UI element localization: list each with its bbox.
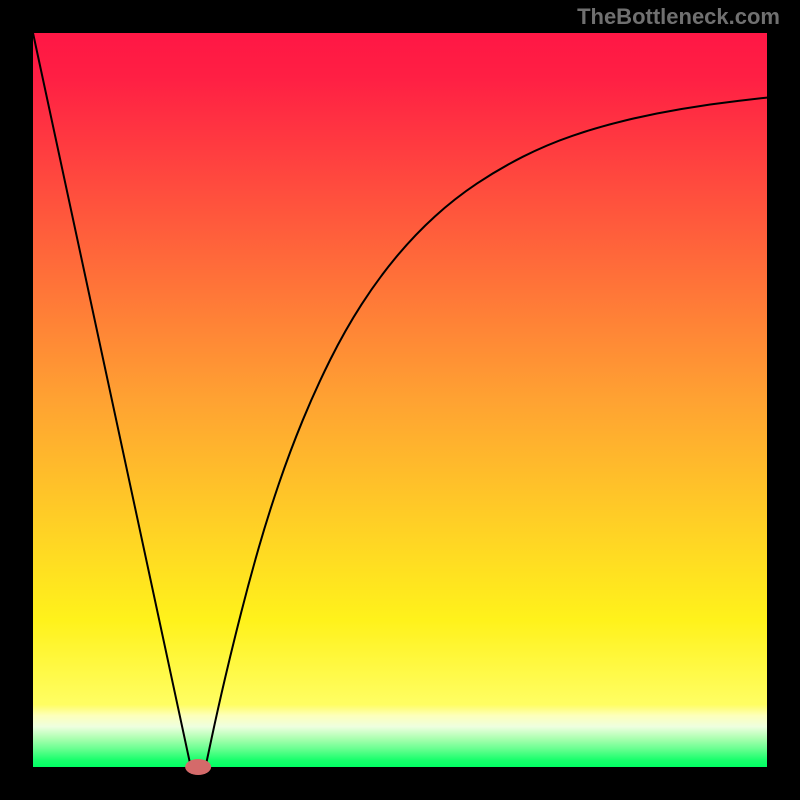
optimal-marker	[185, 759, 211, 775]
bottleneck-chart	[0, 0, 800, 800]
plot-background	[33, 33, 767, 767]
